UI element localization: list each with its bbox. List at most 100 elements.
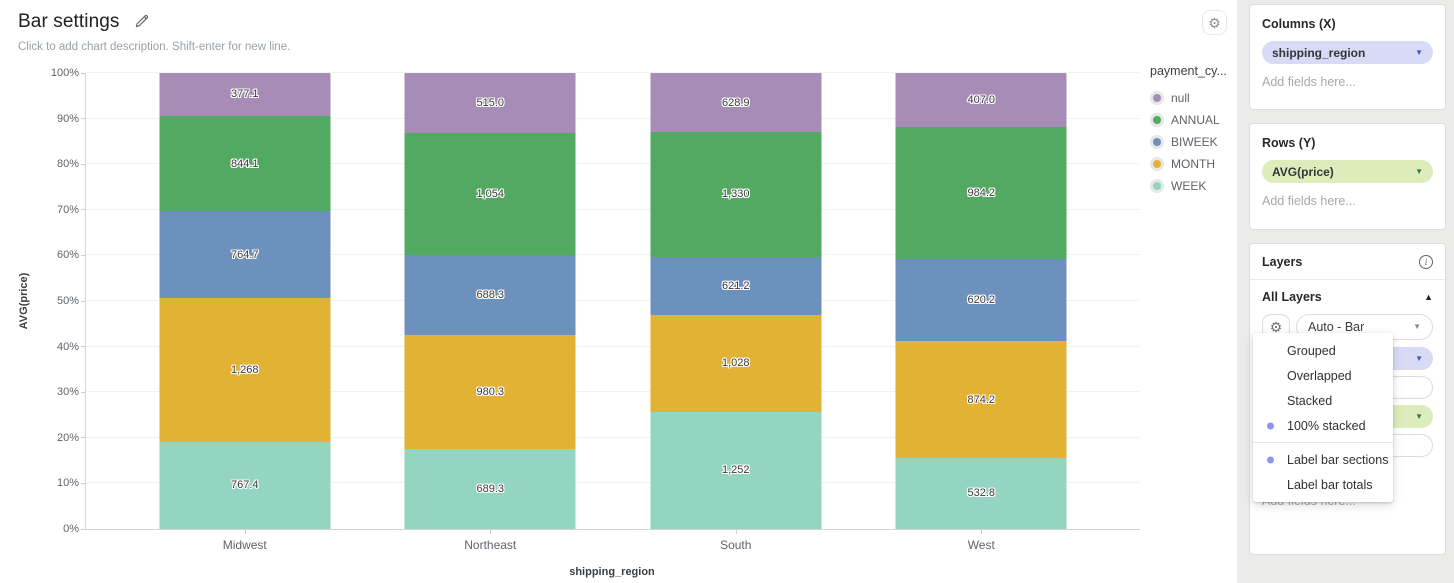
bar-segment-month[interactable]: 980.3 [404,335,576,449]
chevron-down-icon: ▼ [1415,353,1423,363]
legend: payment_cy... null ANNUAL BIWEEK MONTH WEEK [1150,64,1240,197]
gridline [86,436,1140,438]
all-layers-row[interactable]: All Layers ▲ [1262,289,1433,305]
menu-item-label: Grouped [1287,343,1336,358]
gridline [86,72,1140,73]
chevron-down-icon: ▼ [1413,322,1421,331]
menu-item-label-bar-sections[interactable]: Label bar sections [1253,447,1393,472]
bar-segment-value: 377.1 [230,88,259,101]
chart-editor-main: Bar settings Click to add chart descript… [18,10,1240,578]
bar-segment-annual[interactable]: 1,054 [404,132,576,256]
gear-icon: ⚙ [1269,318,1283,335]
columns-x-card: Columns (X) shipping_region ▼ Add fields… [1249,4,1446,110]
bar-segment-week[interactable]: 1,252 [650,411,822,529]
rows-y-title: Rows (Y) [1262,136,1316,150]
y-tick-label: 80% [56,158,79,171]
x-tick-mark [735,529,737,534]
bar-segment-null[interactable]: 377.1 [159,73,331,116]
columns-field-pill[interactable]: shipping_region ▼ [1262,41,1433,64]
bar-segment-value: 689.3 [476,482,505,495]
y-tick-label: 60% [56,249,79,262]
x-axis-title: shipping_region [569,566,655,578]
legend-swatch-icon [1153,116,1161,124]
bar-segment-value: 407.0 [967,94,996,107]
legend-label: WEEK [1171,179,1207,193]
legend-item-biweek[interactable]: BIWEEK [1150,131,1240,153]
legend-swatch-icon [1153,182,1161,190]
bar-segment-biweek[interactable]: 688.3 [404,255,576,336]
chevron-up-icon: ▲ [1424,292,1433,302]
legend-swatch-icon [1153,94,1161,102]
x-tick-label: West [967,538,995,552]
rows-add-fields[interactable]: Add fields here... [1262,194,1356,208]
chevron-down-icon: ▼ [1415,166,1423,176]
x-tick-mark [244,529,246,534]
bar-segment-value: 1,268 [230,364,259,377]
bar-segment-week[interactable]: 532.8 [895,457,1067,529]
legend-label: MONTH [1171,157,1215,171]
menu-item-overlapped[interactable]: Overlapped [1253,363,1393,388]
edit-title-button[interactable] [134,13,150,32]
chart-settings-button[interactable]: ⚙ [1202,10,1227,35]
info-icon[interactable]: i [1419,255,1433,269]
bar-segment-annual[interactable]: 1,330 [650,132,822,257]
gridline [86,300,1140,301]
bar-segment-value: 874.2 [967,393,996,406]
bar-segment-biweek[interactable]: 621.2 [650,256,822,316]
legend-item-annual[interactable]: ANNUAL [1150,109,1240,131]
page-title[interactable]: Bar settings [18,11,120,32]
y-axis-title: AVG(price) [18,272,30,330]
bar-segment-value: 532.8 [967,487,996,500]
y-tick-mark [81,163,86,165]
legend-item-week[interactable]: WEEK [1150,175,1240,197]
columns-add-fields[interactable]: Add fields here... [1262,75,1356,89]
legend-item-month[interactable]: MONTH [1150,153,1240,175]
settings-sidebar: Columns (X) shipping_region ▼ Add fields… [1237,0,1454,583]
y-tick-label: 50% [56,295,79,307]
gridline [86,254,1140,256]
bar-segment-value: 767.4 [230,479,259,492]
bar-segment-annual[interactable]: 844.1 [159,115,331,212]
gridline [86,391,1140,393]
bar-segment-null[interactable]: 407.0 [895,73,1067,128]
divider [1250,279,1445,280]
bar-segment-week[interactable]: 689.3 [404,448,576,529]
bar-segment-value: 620.2 [967,293,996,306]
stacked-bar-west[interactable]: 407.0 984.2 620.2 874.2 532.8 [895,73,1067,529]
bar-segment-month[interactable]: 874.2 [895,341,1067,458]
menu-item-grouped[interactable]: Grouped [1253,338,1393,363]
y-tick-label: 100% [50,67,79,79]
menu-item-label: Label bar sections [1287,452,1389,467]
legend-label: BIWEEK [1171,135,1218,149]
bar-segment-value: 688.3 [476,289,505,302]
chart-description-placeholder[interactable]: Click to add chart description. Shift-en… [18,41,291,53]
bar-segment-biweek[interactable]: 764.7 [159,211,331,299]
bar-slot-midwest: 377.1 844.1 764.7 1,268 767.4 Midwest [122,73,368,552]
gridline [86,117,1140,119]
y-tick-mark [81,391,86,393]
legend-item-null[interactable]: null [1150,87,1240,109]
rows-field-label: AVG(price) [1272,164,1334,179]
gridline [86,482,1140,484]
menu-item-stacked[interactable]: Stacked [1253,388,1393,413]
bar-segment-month[interactable]: 1,268 [159,298,331,442]
x-tick-mark [490,529,492,534]
menu-item-label: Label bar totals [1287,477,1373,492]
menu-item-100-stacked[interactable]: 100% stacked [1253,413,1393,438]
bar-segment-biweek[interactable]: 620.2 [895,258,1067,342]
y-tick-mark [81,72,86,74]
y-tick-label: 30% [56,386,79,399]
stacked-bar-northeast[interactable]: 515.0 1,054 688.3 980.3 689.3 [404,73,576,529]
bar-segment-null[interactable]: 515.0 [404,73,576,133]
bar-segment-month[interactable]: 1,028 [650,315,822,412]
bar-segment-annual[interactable]: 984.2 [895,127,1067,259]
menu-item-label: 100% stacked [1287,418,1366,433]
stacked-bar-midwest[interactable]: 377.1 844.1 764.7 1,268 767.4 [159,73,331,529]
menu-item-label-bar-totals[interactable]: Label bar totals [1253,472,1393,497]
legend-title[interactable]: payment_cy... [1150,64,1227,78]
bar-segment-week[interactable]: 767.4 [159,441,331,529]
stacked-bar-south[interactable]: 628.9 1,330 621.2 1,028 1,252 [650,73,822,529]
bar-segment-value: 1,028 [721,357,750,370]
rows-field-pill[interactable]: AVG(price) ▼ [1262,160,1433,183]
bar-segment-null[interactable]: 628.9 [650,73,822,132]
